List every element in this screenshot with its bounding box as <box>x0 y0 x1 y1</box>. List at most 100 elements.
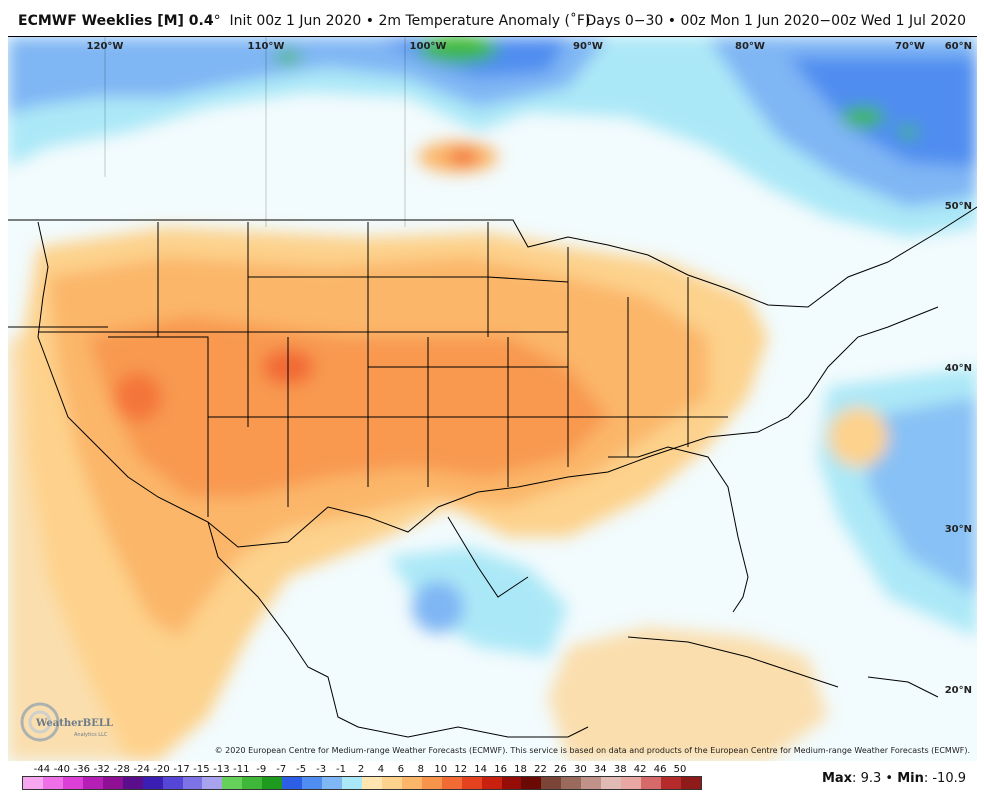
colorbar-swatch <box>581 777 602 789</box>
colorbar-swatch <box>461 777 482 789</box>
product-title: ECMWF Weeklies [M] 0.4 <box>18 13 214 29</box>
colorbar-swatch <box>661 777 681 789</box>
map-canvas: 120°W 110°W 100°W 90°W 80°W 70°W 60°N 50… <box>8 37 977 761</box>
field-name: 2m Temperature Anomaly (˚F) <box>378 13 591 29</box>
header-bullet: • <box>365 13 374 29</box>
colorbar-swatch <box>282 777 303 789</box>
max-label: Max <box>821 771 853 786</box>
degree-mark: ° <box>213 13 221 29</box>
lat-label-50n: 50°N <box>945 201 972 212</box>
colorbar-label: -28 <box>113 764 130 775</box>
colorbar-label: -20 <box>153 764 170 775</box>
colorbar-label: 14 <box>474 764 488 775</box>
copyright-credit: © 2020 European Centre for Medium-range … <box>214 746 970 755</box>
colorbar-swatch <box>222 777 243 789</box>
colorbar-swatch <box>182 777 203 789</box>
lon-label-70w: 70°W <box>895 41 925 52</box>
colorbar-label: -36 <box>73 764 90 775</box>
colorbar-swatch <box>23 777 43 789</box>
colorbar-label: -15 <box>193 764 210 775</box>
colorbar-label: 34 <box>593 764 607 775</box>
colorbar-label: -5 <box>296 764 307 775</box>
lat-label-40n: 40°N <box>945 363 972 374</box>
colorbar-swatch <box>641 777 661 789</box>
colorbar-label: 12 <box>454 764 468 775</box>
logo-subtext: Analytics LLC <box>74 732 108 738</box>
temperature-anomaly-map: 120°W 110°W 100°W 90°W 80°W 70°W 60°N 50… <box>8 36 977 761</box>
colorbar-swatch <box>481 777 502 789</box>
anomaly-shading <box>8 37 977 761</box>
colorbar-swatch <box>322 777 342 789</box>
colorbar-swatch <box>62 777 83 789</box>
colorbar-swatch <box>621 777 642 789</box>
colorbar-label: -13 <box>213 764 230 775</box>
colorbar-swatch <box>42 777 63 789</box>
lon-label-120w: 120°W <box>87 41 124 52</box>
weatherbell-logo: WeatherBELL Analytics LLC <box>18 696 118 746</box>
colorbar-swatch <box>541 777 562 789</box>
colorbar-label: -1 <box>336 764 347 775</box>
header-left: ECMWF Weeklies [M] 0.4° Init 00z 1 Jun 2… <box>18 13 590 29</box>
state-lines-v2 <box>207 277 689 517</box>
colorbar-label: 18 <box>514 764 527 775</box>
colorbar-swatch <box>302 777 323 789</box>
lat-label-30n: 30°N <box>945 524 972 535</box>
max-min-stats: Max: 9.3 • Min: -10.9 <box>821 771 966 786</box>
state-lines-h2 <box>108 336 728 418</box>
colorbar-label: 22 <box>534 764 547 775</box>
colorbar-label: -3 <box>316 764 327 775</box>
colorbar-swatch <box>521 777 542 789</box>
colorbar-label: 30 <box>573 764 587 775</box>
colorbar-label: -17 <box>173 764 190 775</box>
colorbar-label: -32 <box>93 764 110 775</box>
colorbar-swatch <box>342 777 362 789</box>
init-time: Init 00z 1 Jun 2020 <box>229 13 362 29</box>
colorbar-label: -40 <box>53 764 71 775</box>
colorbar-label: 50 <box>673 764 687 775</box>
map-header: ECMWF Weeklies [M] 0.4° Init 00z 1 Jun 2… <box>0 0 984 36</box>
colorbar-label: 10 <box>434 764 448 775</box>
valid-period: Days 0−30 • 00z Mon 1 Jun 2020−00z Wed 1… <box>585 13 966 29</box>
state-lines-h3 <box>8 276 569 368</box>
state-lines-v <box>157 222 569 487</box>
logo-text: WeatherBELL <box>35 718 113 729</box>
colorbar-label: 4 <box>377 764 385 775</box>
colorbar-swatch <box>381 777 402 789</box>
texas-coast <box>447 516 529 598</box>
colorbar-swatch <box>680 777 701 789</box>
lat-label-20n: 20°N <box>945 685 972 696</box>
colorbar-label: -9 <box>256 764 267 775</box>
caribbean-hispaniola <box>867 676 939 698</box>
lat-label-60n: 60°N <box>945 41 972 52</box>
colorbar-swatch <box>82 777 103 789</box>
lon-label-80w: 80°W <box>735 41 765 52</box>
max-value: 9.3 <box>860 771 882 786</box>
colorbar-label: 6 <box>397 764 405 775</box>
colorbar-labels: -44 -40 -36 -32 -28 -24 -20 -17 -15 -13 -11 -9 -7 -5-… <box>22 760 702 776</box>
colorbar: -44 -40 -36 -32 -28 -24 -20 -17 -15 -13 -11 -9 -7 -5-… <box>22 760 702 800</box>
colorbar-label: -11 <box>233 764 250 775</box>
lon-label-100w: 100°W <box>410 41 447 52</box>
political-boundaries <box>8 206 977 738</box>
colorbar-label: -44 <box>33 764 51 775</box>
coastline <box>37 221 939 548</box>
colorbar-swatch <box>162 777 183 789</box>
caribbean-cuba <box>627 636 839 688</box>
colorbar-label: 26 <box>554 764 567 775</box>
colorbar-label: 2 <box>357 764 365 775</box>
colorbar-label: 42 <box>633 764 647 775</box>
min-label: Min <box>897 771 924 786</box>
mexico-coast <box>207 521 589 738</box>
colorbar-label: 8 <box>417 764 424 775</box>
colorbar-swatch <box>202 777 223 789</box>
colorbar-swatch <box>122 777 143 789</box>
colorbar-swatch <box>142 777 163 789</box>
colorbar-swatch <box>601 777 622 789</box>
lon-label-90w: 90°W <box>573 41 603 52</box>
colorbar-swatch <box>262 777 283 789</box>
colorbar-swatch <box>102 777 123 789</box>
colorbar-swatch <box>441 777 462 789</box>
graticule <box>104 37 406 227</box>
colorbar-label: -24 <box>133 764 150 775</box>
southeast-coast <box>608 446 749 613</box>
